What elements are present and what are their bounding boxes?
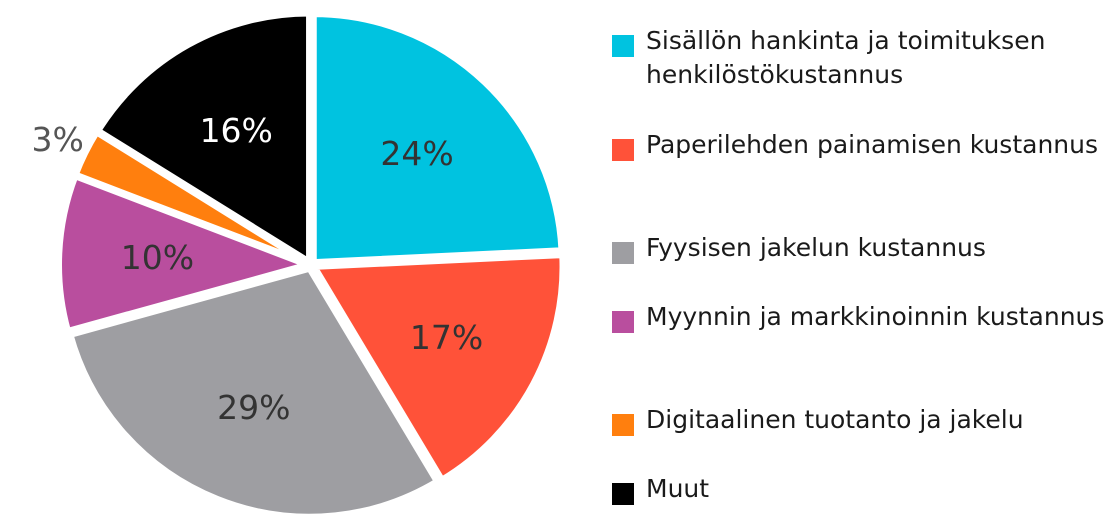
pie-chart: 24% 17% 29% 10% 3% 16% xyxy=(31,10,566,520)
pie-slice-4 xyxy=(56,172,317,335)
legend-item-5: Digitaalinen tuotanto ja jakelu xyxy=(612,403,1116,437)
slice-value-label-6: 16% xyxy=(200,111,273,150)
legend-label: Fyysisen jakelun kustannus xyxy=(646,233,986,262)
legend-item-1: Sisällön hankinta ja toimituksen henkilö… xyxy=(612,24,1116,92)
legend-label: Paperilehden painamisen kustannus xyxy=(646,130,1099,159)
legend-label: Muut xyxy=(646,474,710,503)
legend-swatch xyxy=(612,139,634,161)
slice-value-label-2: 17% xyxy=(410,318,483,357)
slice-value-label-3: 29% xyxy=(217,388,290,427)
legend-item-4: Myynnin ja markkinoinnin kustannus xyxy=(612,300,1116,334)
legend-label: Myynnin ja markkinoinnin kustannus xyxy=(646,302,1105,331)
legend-swatch xyxy=(612,311,634,333)
legend-swatch xyxy=(612,35,634,57)
slice-value-label-1: 24% xyxy=(380,134,453,173)
legend-swatch xyxy=(612,414,634,436)
legend-item-2: Paperilehden painamisen kustannus xyxy=(612,128,1116,162)
pie-slice-6 xyxy=(94,10,313,267)
slice-value-label-5: 3% xyxy=(32,120,84,159)
slice-value-label-4: 10% xyxy=(121,238,194,277)
legend-label: Sisällön hankinta ja toimituksen henkilö… xyxy=(646,26,1046,89)
pie-slice-3 xyxy=(66,265,442,520)
pie-slice-1 xyxy=(310,11,565,266)
pie-slice-2 xyxy=(309,251,566,484)
legend-item-6: Muut xyxy=(612,472,1116,506)
legend-label: Digitaalinen tuotanto ja jakelu xyxy=(646,405,1024,434)
legend-swatch xyxy=(612,483,634,505)
legend-item-3: Fyysisen jakelun kustannus xyxy=(612,231,1116,265)
legend-swatch xyxy=(612,242,634,264)
